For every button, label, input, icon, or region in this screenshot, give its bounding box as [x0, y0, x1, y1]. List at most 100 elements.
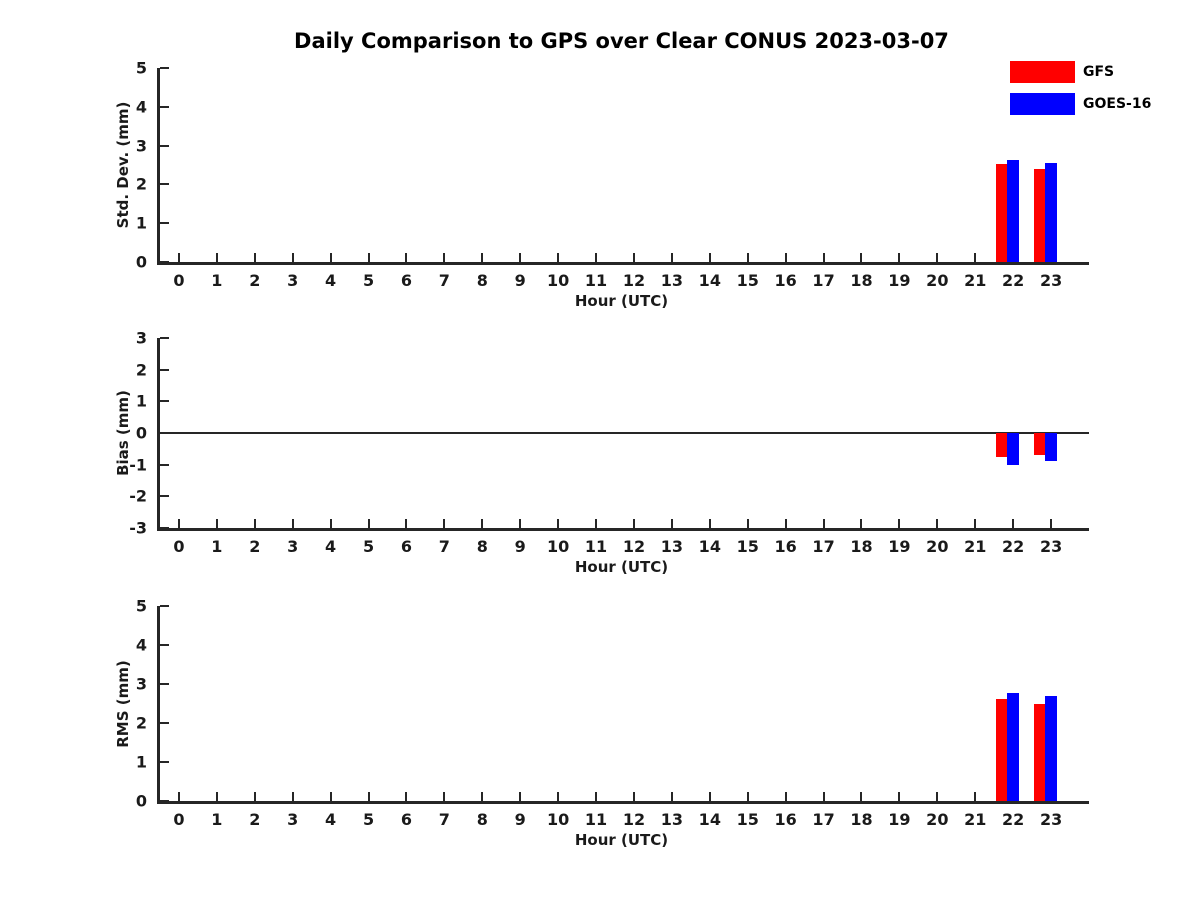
x-tick [595, 253, 598, 262]
x-tick [746, 792, 749, 801]
x-tick-label: 3 [287, 537, 299, 556]
x-tick [898, 519, 901, 528]
x-tick [670, 519, 673, 528]
x-tick [784, 519, 787, 528]
x-tick-label: 5 [362, 271, 375, 290]
y-tick-label: 0 [135, 423, 147, 443]
x-tick [557, 253, 560, 262]
y-tick-label: 3 [135, 136, 147, 156]
figure-title: Daily Comparison to GPS over Clear CONUS… [294, 29, 949, 53]
x-tick-label: 6 [400, 537, 413, 556]
bar-goes16 [1007, 692, 1019, 801]
x-tick-label: 21 [964, 810, 987, 829]
x-tick-label: 14 [698, 537, 721, 556]
y-tick-label: -2 [129, 486, 147, 506]
x-tick [253, 792, 256, 801]
x-tick-label: 7 [438, 537, 450, 556]
x-tick-label: 13 [660, 810, 684, 829]
y-axis-label-rms: RMS (mm) [114, 659, 132, 748]
x-tick-label: 20 [926, 271, 949, 290]
x-tick-label: 11 [584, 810, 608, 829]
x-tick-label: 8 [476, 810, 488, 829]
x-axis-label-rms: Hour (UTC) [574, 831, 669, 849]
x-tick-label: 9 [514, 537, 526, 556]
x-tick-label: 6 [400, 810, 413, 829]
x-tick-label: 23 [1039, 537, 1063, 556]
x-tick [443, 519, 446, 528]
y-tick-label: 1 [135, 213, 147, 233]
y-tick [160, 400, 169, 403]
x-tick [860, 519, 863, 528]
y-tick [160, 337, 169, 339]
x-tick [708, 519, 711, 528]
x-tick [519, 519, 522, 528]
x-tick-label: 7 [438, 271, 450, 290]
x-tick [784, 792, 787, 801]
y-tick-label: 4 [135, 635, 147, 655]
x-tick-label: 9 [514, 271, 526, 290]
x-tick [1012, 519, 1015, 528]
x-tick-label: 10 [547, 537, 570, 556]
x-tick-label: 8 [476, 537, 488, 556]
zero-line [160, 432, 1089, 434]
x-tick [177, 253, 180, 262]
x-tick-label: 19 [888, 537, 911, 556]
bar-gfs [1034, 168, 1046, 262]
x-tick [822, 253, 825, 262]
bar-goes16 [1007, 433, 1019, 465]
x-tick [936, 253, 939, 262]
x-tick-label: 20 [926, 537, 949, 556]
bar-goes16 [1045, 433, 1057, 461]
x-tick [822, 792, 825, 801]
x-tick-label: 13 [660, 271, 684, 290]
x-tick [898, 253, 901, 262]
y-tick [160, 67, 169, 69]
x-tick [253, 253, 256, 262]
x-axis-label-bias: Hour (UTC) [574, 558, 669, 576]
x-tick [632, 792, 635, 801]
x-tick-label: 23 [1039, 271, 1063, 290]
bar-goes16 [1045, 163, 1057, 262]
x-tick-label: 5 [362, 810, 375, 829]
gfs-color-swatch [1010, 61, 1075, 83]
x-tick [291, 519, 294, 528]
x-tick-label: 15 [736, 810, 759, 829]
y-tick-label: 2 [135, 713, 147, 733]
x-tick [784, 253, 787, 262]
y-tick [160, 144, 169, 147]
x-tick-label: 7 [438, 810, 450, 829]
x-tick [860, 253, 863, 262]
x-tick-label: 12 [622, 271, 646, 290]
x-tick-label: 20 [926, 810, 949, 829]
bar-gfs [996, 164, 1008, 262]
x-tick-label: 18 [850, 537, 873, 556]
x-tick [632, 519, 635, 528]
y-axis-label-stddev: Std. Dev. (mm) [114, 101, 132, 229]
x-tick [595, 519, 598, 528]
plot-area-stddev: 0 1 2 3 4 5 0 1 2 3 4 5 6 7 8 9 10 11 12 13 14 15 16 17 18 19 20 21… [136, 59, 1089, 290]
y-tick-label: 0 [135, 791, 147, 811]
x-tick-label: 21 [964, 537, 987, 556]
y-tick-label: 3 [135, 674, 147, 694]
x-tick [367, 792, 370, 801]
y-tick [160, 463, 169, 466]
bar-gfs [1034, 433, 1046, 456]
x-tick-label: 16 [774, 271, 797, 290]
x-tick [936, 792, 939, 801]
bar-gfs [996, 433, 1008, 458]
x-tick [481, 519, 484, 528]
x-tick [291, 792, 294, 801]
x-tick-label: 22 [1002, 537, 1025, 556]
x-tick [670, 792, 673, 801]
bar-gfs [1034, 704, 1046, 801]
x-tick-label: 0 [173, 537, 185, 556]
x-tick [708, 253, 711, 262]
legend: GFS GOES-16 [1010, 61, 1151, 125]
x-tick [974, 792, 977, 801]
y-tick [160, 761, 169, 763]
x-tick [405, 253, 408, 262]
x-tick [708, 792, 711, 801]
y-tick-label: 5 [135, 596, 147, 616]
y-tick [160, 527, 169, 529]
x-tick-label: 10 [547, 271, 570, 290]
